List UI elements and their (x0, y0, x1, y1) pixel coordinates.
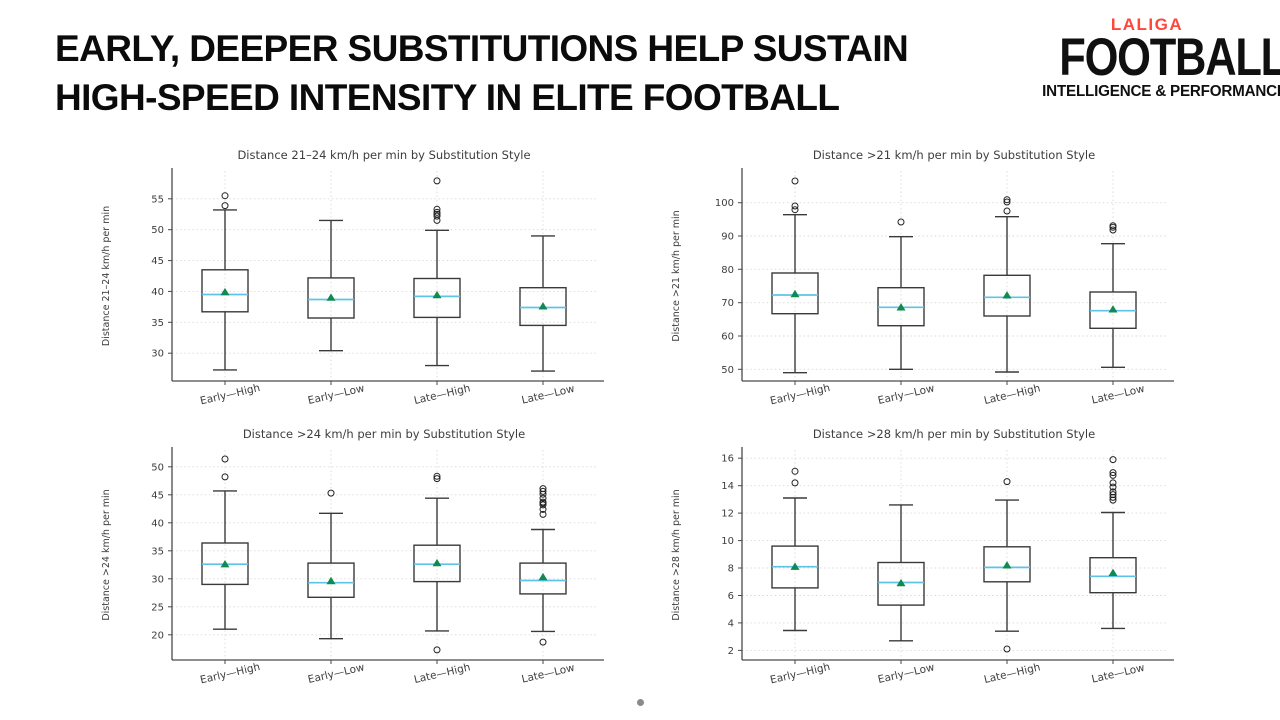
svg-text:Distance >24 km/h per min by S: Distance >24 km/h per min by Substitutio… (243, 427, 525, 441)
boxplot-distance-gt21: 50 60 70 80 90 100 Early—High Early—Low Late—Hig… (667, 147, 1180, 412)
svg-text:Distance >21 km/h per min by S: Distance >21 km/h per min by Substitutio… (813, 148, 1095, 162)
svg-text:16: 16 (721, 454, 734, 465)
svg-text:Distance 21–24 km/h per min by: Distance 21–24 km/h per min by Substitut… (237, 148, 530, 162)
svg-text:Late—Low: Late—Low (1090, 383, 1146, 407)
laliga-football-logo: LALIGA FOOTBALL INTELLIGENCE & PERFORMAN… (1040, 15, 1280, 100)
svg-text:50: 50 (151, 462, 164, 473)
svg-text:35: 35 (151, 318, 164, 329)
page-title-line-1: EARLY, DEEPER SUBSTITUTIONS HELP SUSTAIN (55, 28, 909, 69)
svg-text:4: 4 (728, 618, 734, 629)
laliga-wordmark: LALIGA (1110, 15, 1184, 34)
svg-text:8: 8 (728, 564, 734, 575)
svg-text:Early—Low: Early—Low (307, 661, 366, 686)
svg-text:Early—High: Early—High (769, 661, 831, 686)
svg-text:60: 60 (721, 332, 734, 343)
svg-text:Early—High: Early—High (769, 382, 831, 407)
svg-text:2: 2 (728, 646, 734, 657)
logo-tagline: INTELLIGENCE & PERFORMANCE (1042, 83, 1280, 100)
svg-text:Early—Low: Early—Low (877, 661, 936, 686)
svg-text:25: 25 (151, 602, 164, 613)
svg-text:Late—Low: Late—Low (520, 383, 576, 407)
svg-text:Early—High: Early—High (199, 382, 261, 407)
svg-text:Distance >28 km/h per min by S: Distance >28 km/h per min by Substitutio… (813, 427, 1095, 441)
svg-text:Early—High: Early—High (199, 661, 261, 686)
svg-text:55: 55 (151, 194, 164, 205)
svg-text:Early—Low: Early—Low (877, 382, 936, 407)
svg-text:Late—Low: Late—Low (520, 662, 576, 686)
boxplot-distance-gt28: 2 4 6 8 10 12 14 16 Early—High Early—Low Late—High… (667, 426, 1180, 691)
svg-text:Distance 21–24 km/h per min: Distance 21–24 km/h per min (101, 206, 112, 346)
charts-grid: 30 35 40 45 50 55 Early—High Early—Low Late—High… (97, 147, 1180, 691)
svg-text:Distance >21 km/h per min: Distance >21 km/h per min (671, 210, 682, 341)
svg-text:14: 14 (721, 481, 734, 492)
svg-text:Late—High: Late—High (413, 382, 472, 407)
svg-text:Late—High: Late—High (983, 382, 1042, 407)
svg-text:6: 6 (728, 591, 734, 602)
svg-text:30: 30 (151, 574, 164, 585)
svg-text:50: 50 (151, 225, 164, 236)
football-wordmark: FOOTBALL (1059, 28, 1280, 87)
svg-text:40: 40 (151, 287, 164, 298)
boxplot-distance-21-24: 30 35 40 45 50 55 Early—High Early—Low Late—High… (97, 147, 610, 412)
svg-text:30: 30 (151, 349, 164, 360)
page-indicator-dot (637, 699, 644, 706)
svg-text:Distance >24 km/h per min: Distance >24 km/h per min (101, 489, 112, 620)
svg-text:40: 40 (151, 518, 164, 529)
svg-text:Late—High: Late—High (413, 661, 472, 686)
svg-text:35: 35 (151, 546, 164, 557)
svg-text:12: 12 (721, 509, 734, 520)
svg-text:50: 50 (721, 365, 734, 376)
svg-text:20: 20 (151, 630, 164, 641)
svg-text:45: 45 (151, 490, 164, 501)
svg-text:100: 100 (715, 198, 734, 209)
svg-text:Early—Low: Early—Low (307, 382, 366, 407)
svg-text:80: 80 (721, 265, 734, 276)
page-title-line-2: HIGH-SPEED INTENSITY IN ELITE FOOTBALL (55, 77, 840, 118)
svg-text:Distance >28 km/h per min: Distance >28 km/h per min (671, 489, 682, 620)
svg-text:45: 45 (151, 256, 164, 267)
svg-text:90: 90 (721, 232, 734, 243)
svg-text:70: 70 (721, 298, 734, 309)
svg-text:Late—Low: Late—Low (1090, 662, 1146, 686)
page-title: EARLY, DEEPER SUBSTITUTIONS HELP SUSTAIN… (55, 24, 909, 122)
boxplot-distance-gt24: 20 25 30 35 40 45 50 Early—High Early—Low Late—Hi… (97, 426, 610, 691)
svg-text:Late—High: Late—High (983, 661, 1042, 686)
svg-text:10: 10 (721, 536, 734, 547)
